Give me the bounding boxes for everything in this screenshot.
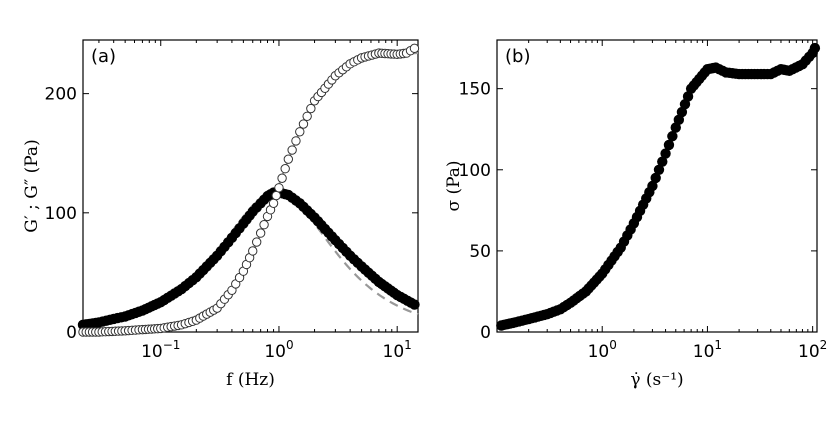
panel-a-y-tick-label: 200 — [45, 85, 77, 105]
panel-a-series-1-point — [302, 111, 312, 121]
panel-b-series-0-point — [667, 131, 678, 142]
panel-a-series-1-point — [268, 198, 279, 208]
panel-a-x-tick-label: 101 — [383, 338, 412, 362]
panel-b-series-0-point — [663, 139, 675, 151]
panel-b-x-axis-title: γ̇ (s⁻¹) — [630, 370, 683, 390]
panel-a-series-1-point — [255, 228, 266, 238]
panel-a: 10−1 100 101 0 100 200 (a) f (Hz) G′ ; G″ (Pa) — [22, 39, 420, 390]
panel-a-series-1-point — [280, 164, 290, 174]
panel-a-series-1-point — [283, 154, 294, 164]
panel-a-series-1-point — [259, 220, 269, 230]
panel-a-series-1 — [78, 43, 420, 337]
panel-b-y-axis-title: σ (Pa) — [444, 160, 464, 211]
panel-a-frame — [82, 39, 419, 333]
panel-a-y-tick-label: 0 — [66, 323, 77, 343]
panel-a-series-1-point — [248, 246, 258, 256]
panel-a-series-1-point — [277, 173, 287, 183]
panel-a-y-axis-title: G′ ; G″ (Pa) — [22, 139, 42, 232]
panel-a-series-0-point — [409, 299, 420, 310]
panel-b-series-0-point — [809, 42, 821, 54]
panel-a-series-1-point — [251, 237, 262, 247]
panel-b-x-tick-label: 102 — [798, 338, 827, 362]
panel-a-series-1-point — [287, 145, 297, 155]
panel-b-label: (b) — [505, 46, 530, 67]
panel-a-series-1-point — [291, 136, 301, 146]
panel-b: 100 101 102 0 50 100 150 (b) γ̇ (s⁻¹) σ (Pa) — [444, 39, 827, 390]
panel-b-series-0 — [496, 42, 821, 331]
panel-b-series-0-point — [653, 164, 665, 175]
panel-a-y-tick-label: 100 — [45, 204, 77, 224]
panel-b-series-0-point — [670, 122, 681, 133]
panel-a-series-1-point — [271, 190, 281, 201]
panel-b-x-tick-label: 101 — [693, 338, 722, 362]
panel-b-series-0-point — [676, 106, 688, 118]
panel-b-y-tick-label: 100 — [459, 161, 491, 181]
panel-b-series-0-point — [647, 180, 658, 192]
panel-b-x-tick-label: 100 — [588, 338, 617, 362]
panel-a-series-0 — [77, 187, 420, 331]
panel-b-series-0-point — [660, 148, 671, 159]
panel-a-series-1-point — [409, 43, 420, 54]
panel-b-y-tick-label: 150 — [459, 80, 491, 100]
panel-b-series-0-point — [657, 156, 668, 167]
panel-b-series-0-point — [673, 114, 685, 126]
panel-b-series-0-point — [650, 172, 661, 184]
panel-a-series-1-point — [298, 119, 309, 129]
panel-a-label: (a) — [91, 46, 116, 67]
panel-a-series-1-point — [295, 127, 305, 137]
panel-b-y-tick-label: 0 — [480, 323, 491, 343]
panel-a-fit-storage-line — [82, 52, 419, 333]
panel-b-y-tick-label: 50 — [469, 242, 491, 262]
panel-a-x-tick-label: 100 — [264, 338, 293, 362]
panel-a-x-axis-title: f (Hz) — [226, 370, 275, 390]
panel-b-series-0-point — [679, 99, 691, 110]
panel-a-series-1-point — [306, 103, 316, 114]
panel-b-series-0-point — [682, 91, 694, 102]
panel-a-series-1-point — [274, 183, 284, 193]
panel-b-frame — [496, 39, 818, 333]
panel-a-x-tick-label: 10−1 — [141, 338, 180, 362]
